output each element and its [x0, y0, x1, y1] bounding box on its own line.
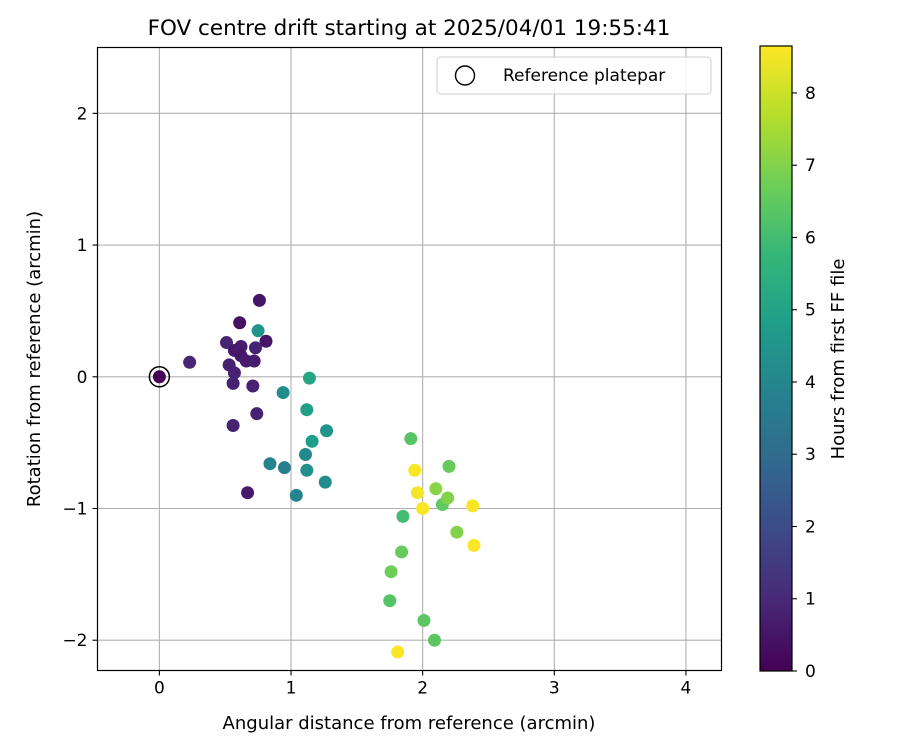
- data-point: [183, 355, 197, 369]
- data-point: [384, 565, 398, 579]
- colorbar-gradient: [759, 45, 793, 672]
- data-point: [391, 645, 405, 659]
- colorbar-tick-label: 4: [805, 373, 816, 393]
- legend-marker: [454, 65, 476, 86]
- data-point: [276, 386, 290, 400]
- y-tick-label: 1: [77, 236, 88, 256]
- data-point: [467, 538, 481, 552]
- legend: Reference platepar: [436, 56, 712, 95]
- axes: 0 1 2 3 4 −2 −1 0 1 2: [62, 104, 691, 698]
- data-point: [320, 424, 334, 438]
- y-tick-label: 2: [77, 104, 88, 124]
- y-tick-label: 0: [77, 368, 88, 388]
- data-point: [300, 403, 314, 417]
- colorbar-tick-label: 0: [805, 662, 816, 682]
- x-tick-label: 0: [154, 679, 165, 699]
- y-axis-label: Rotation from reference (arcmin): [24, 211, 45, 507]
- y-tick-label: −2: [62, 631, 87, 651]
- data-point: [417, 613, 431, 627]
- data-point: [289, 488, 303, 502]
- data-point: [429, 482, 443, 496]
- data-point: [220, 336, 234, 350]
- data-point: [300, 463, 314, 477]
- data-point: [318, 475, 332, 489]
- colorbar-label: Hours from first FF file: [828, 259, 849, 460]
- data-point: [152, 370, 166, 384]
- data-point: [410, 486, 424, 500]
- colorbar-tick-label: 1: [805, 590, 816, 610]
- grid: [97, 47, 722, 671]
- data-point: [247, 354, 261, 368]
- colorbar: 0 1 2 3 4 5 6 7 8 Hours from first FF file: [759, 45, 849, 682]
- data-point: [395, 545, 409, 559]
- data-point: [248, 341, 262, 355]
- data-point: [396, 509, 410, 523]
- data-point: [252, 293, 266, 307]
- data-point: [250, 407, 264, 421]
- colorbar-tick-label: 7: [805, 156, 816, 176]
- data-points: [148, 293, 481, 659]
- data-point: [302, 371, 316, 385]
- data-point: [234, 339, 248, 353]
- x-tick-label: 1: [286, 679, 297, 699]
- chart-title: FOV centre drift starting at 2025/04/01 …: [148, 16, 671, 41]
- plot-frame: [96, 46, 723, 672]
- data-point: [450, 525, 464, 539]
- data-point: [383, 594, 397, 608]
- colorbar-ticks: 0 1 2 3 4 5 6 7 8: [792, 84, 816, 682]
- data-point: [226, 419, 240, 433]
- colorbar-tick-label: 6: [805, 228, 816, 248]
- data-point: [233, 316, 247, 330]
- x-axis-label: Angular distance from reference (arcmin): [223, 713, 596, 734]
- data-point: [227, 366, 241, 380]
- y-tick-label: −1: [62, 499, 87, 519]
- data-point: [404, 432, 418, 446]
- data-point: [305, 434, 319, 448]
- x-tick-label: 2: [417, 679, 428, 699]
- data-point: [416, 501, 430, 515]
- data-point: [441, 491, 455, 505]
- colorbar-tick-label: 8: [805, 84, 816, 104]
- data-point: [442, 459, 456, 473]
- data-point: [241, 486, 255, 500]
- data-point: [466, 499, 480, 513]
- colorbar-tick-label: 2: [805, 517, 816, 537]
- legend-box: [436, 56, 712, 95]
- data-point: [246, 379, 260, 393]
- colorbar-tick-label: 3: [805, 445, 816, 465]
- data-point: [226, 376, 240, 390]
- data-point: [263, 457, 277, 471]
- x-tick-label: 4: [681, 679, 692, 699]
- data-point: [251, 324, 265, 338]
- data-point: [259, 334, 273, 348]
- data-point: [299, 447, 312, 461]
- data-point: [428, 633, 442, 647]
- colorbar-tick-label: 5: [805, 301, 816, 321]
- data-point: [277, 461, 291, 475]
- x-tick-label: 3: [549, 679, 560, 699]
- reference-marker: [148, 366, 171, 388]
- data-point: [408, 463, 422, 477]
- legend-label: Reference platepar: [503, 66, 665, 86]
